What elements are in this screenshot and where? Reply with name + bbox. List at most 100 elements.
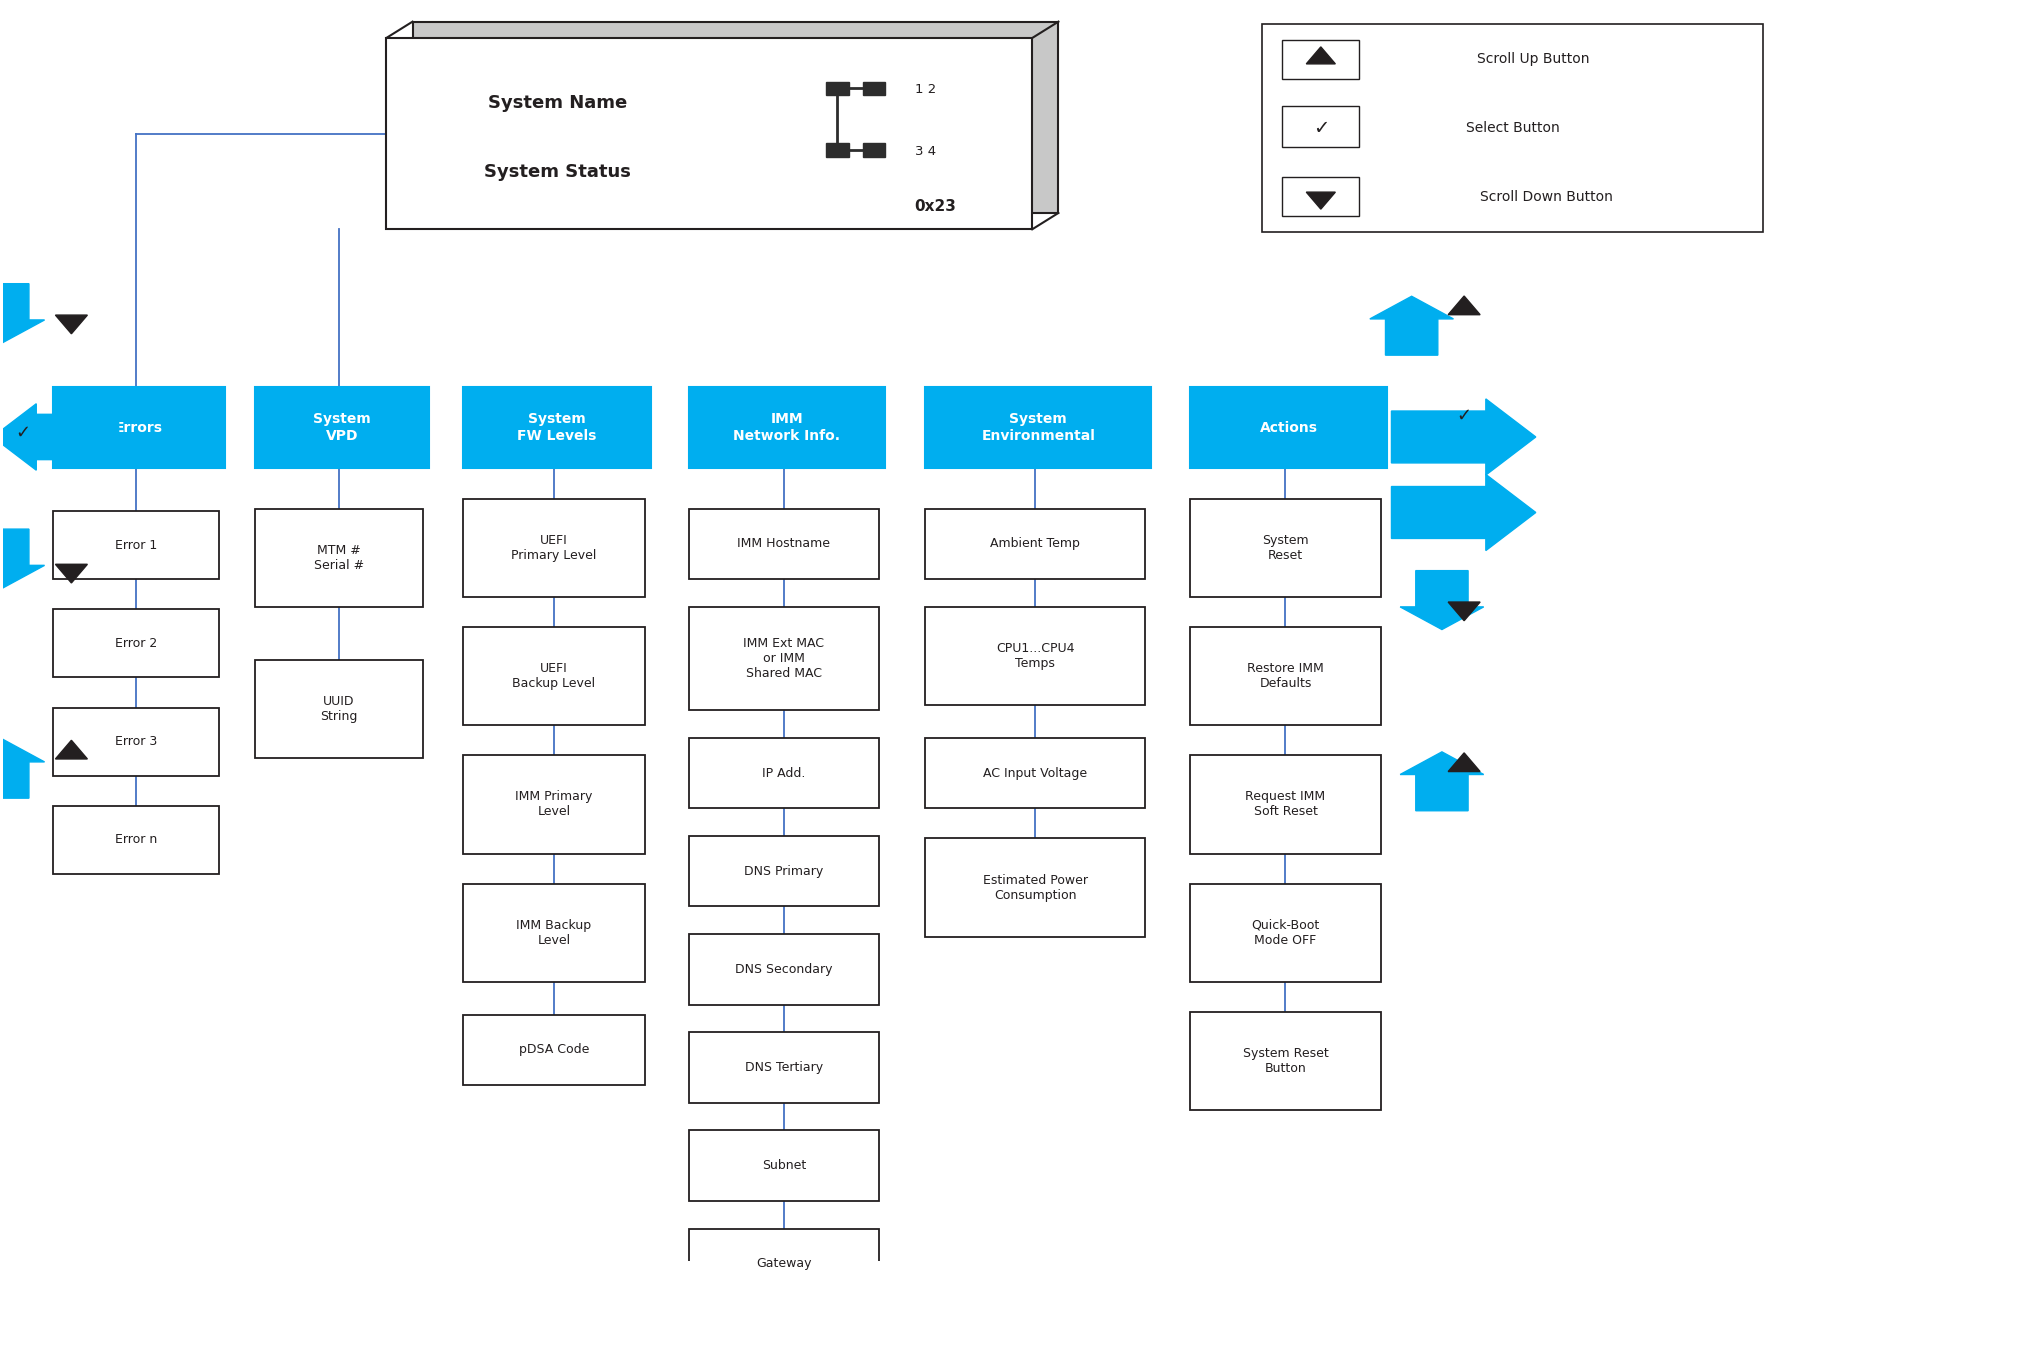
FancyBboxPatch shape xyxy=(688,1228,878,1298)
Polygon shape xyxy=(55,315,87,334)
FancyBboxPatch shape xyxy=(688,509,878,580)
FancyBboxPatch shape xyxy=(413,22,1058,213)
FancyArrow shape xyxy=(0,739,45,798)
FancyBboxPatch shape xyxy=(688,1032,878,1102)
Text: pDSA Code: pDSA Code xyxy=(518,1044,589,1056)
FancyArrow shape xyxy=(1400,751,1483,811)
FancyBboxPatch shape xyxy=(463,627,643,726)
FancyBboxPatch shape xyxy=(688,1131,878,1201)
Text: Actions: Actions xyxy=(1258,421,1317,435)
Text: IP Add.: IP Add. xyxy=(763,766,805,780)
Text: IMM Backup
Level: IMM Backup Level xyxy=(516,919,591,946)
Polygon shape xyxy=(825,81,848,95)
Polygon shape xyxy=(825,142,848,157)
FancyBboxPatch shape xyxy=(925,607,1145,705)
Polygon shape xyxy=(862,142,884,157)
Text: UUID
String: UUID String xyxy=(320,695,358,723)
Text: Gateway: Gateway xyxy=(757,1258,811,1270)
FancyBboxPatch shape xyxy=(1190,756,1380,853)
Polygon shape xyxy=(1305,192,1335,209)
FancyBboxPatch shape xyxy=(53,806,218,873)
FancyBboxPatch shape xyxy=(255,509,423,607)
Text: Scroll Down Button: Scroll Down Button xyxy=(1479,190,1612,203)
Text: ✓: ✓ xyxy=(16,424,30,443)
FancyArrow shape xyxy=(1400,570,1483,630)
Text: UEFI
Backup Level: UEFI Backup Level xyxy=(512,662,595,691)
FancyBboxPatch shape xyxy=(255,387,429,468)
Text: DNS Primary: DNS Primary xyxy=(744,865,823,877)
Text: IMM Ext MAC
or IMM
Shared MAC: IMM Ext MAC or IMM Shared MAC xyxy=(742,636,823,680)
FancyBboxPatch shape xyxy=(1283,41,1359,79)
FancyBboxPatch shape xyxy=(1190,498,1380,597)
FancyBboxPatch shape xyxy=(688,835,878,906)
FancyBboxPatch shape xyxy=(925,838,1145,937)
FancyBboxPatch shape xyxy=(1283,107,1359,148)
Text: AC Input Voltage: AC Input Voltage xyxy=(983,766,1086,780)
FancyBboxPatch shape xyxy=(1190,387,1386,468)
Polygon shape xyxy=(862,81,884,95)
FancyBboxPatch shape xyxy=(688,934,878,1005)
FancyBboxPatch shape xyxy=(463,498,643,597)
Text: IMM Primary
Level: IMM Primary Level xyxy=(516,791,593,818)
Text: 0x23: 0x23 xyxy=(914,199,955,214)
FancyBboxPatch shape xyxy=(1190,627,1380,726)
FancyBboxPatch shape xyxy=(386,38,1032,229)
Text: Subnet: Subnet xyxy=(761,1159,805,1173)
Polygon shape xyxy=(1446,603,1479,620)
FancyBboxPatch shape xyxy=(463,884,643,982)
FancyArrow shape xyxy=(1370,297,1453,355)
FancyArrow shape xyxy=(1390,399,1535,475)
FancyBboxPatch shape xyxy=(463,387,649,468)
FancyBboxPatch shape xyxy=(688,1327,878,1354)
Text: MTM #
Serial #: MTM # Serial # xyxy=(314,544,364,571)
Text: System
Reset: System Reset xyxy=(1262,533,1309,562)
Text: Request IMM
Soft Reset: Request IMM Soft Reset xyxy=(1244,791,1325,818)
Text: Error 3: Error 3 xyxy=(115,735,158,747)
FancyArrow shape xyxy=(1390,474,1535,551)
Text: Quick-Boot
Mode OFF: Quick-Boot Mode OFF xyxy=(1250,919,1319,946)
Text: Restore IMM
Defaults: Restore IMM Defaults xyxy=(1246,662,1323,691)
Text: System
Environmental: System Environmental xyxy=(981,413,1094,443)
FancyBboxPatch shape xyxy=(1190,1013,1380,1110)
FancyBboxPatch shape xyxy=(1262,24,1762,232)
FancyBboxPatch shape xyxy=(463,1014,643,1085)
Text: System
FW Levels: System FW Levels xyxy=(518,413,597,443)
Polygon shape xyxy=(55,741,87,760)
FancyArrow shape xyxy=(0,403,119,470)
FancyBboxPatch shape xyxy=(53,387,225,468)
Text: 1 2: 1 2 xyxy=(914,84,935,96)
FancyBboxPatch shape xyxy=(688,738,878,808)
FancyBboxPatch shape xyxy=(53,708,218,776)
Text: System
VPD: System VPD xyxy=(314,413,370,443)
FancyBboxPatch shape xyxy=(53,609,218,677)
Text: ✓: ✓ xyxy=(1457,406,1471,425)
Text: Error n: Error n xyxy=(115,833,158,846)
FancyBboxPatch shape xyxy=(1283,177,1359,215)
FancyBboxPatch shape xyxy=(255,659,423,758)
Text: IMM
Network Info.: IMM Network Info. xyxy=(732,413,840,443)
Text: System Reset
Button: System Reset Button xyxy=(1242,1047,1327,1075)
Polygon shape xyxy=(1305,47,1335,64)
FancyBboxPatch shape xyxy=(1190,884,1380,982)
Polygon shape xyxy=(1446,753,1479,772)
Polygon shape xyxy=(1446,297,1479,314)
Text: UEFI
Primary Level: UEFI Primary Level xyxy=(512,533,597,562)
FancyBboxPatch shape xyxy=(53,512,218,580)
FancyBboxPatch shape xyxy=(688,387,884,468)
Text: 3 4: 3 4 xyxy=(914,145,935,157)
FancyBboxPatch shape xyxy=(688,607,878,709)
FancyBboxPatch shape xyxy=(925,738,1145,808)
Text: DNS Tertiary: DNS Tertiary xyxy=(744,1062,823,1074)
Text: System Status: System Status xyxy=(483,162,631,181)
Text: Ambient Temp: Ambient Temp xyxy=(989,538,1080,551)
Text: Errors: Errors xyxy=(115,421,164,435)
FancyArrow shape xyxy=(0,529,45,588)
Text: Error 1: Error 1 xyxy=(115,539,158,551)
Text: CPU1...CPU4
Temps: CPU1...CPU4 Temps xyxy=(995,642,1074,670)
FancyArrow shape xyxy=(0,284,45,343)
Text: IMM Hostname: IMM Hostname xyxy=(736,538,829,551)
FancyBboxPatch shape xyxy=(925,387,1151,468)
Text: DNS Secondary: DNS Secondary xyxy=(734,963,831,976)
FancyBboxPatch shape xyxy=(925,509,1145,580)
FancyBboxPatch shape xyxy=(463,756,643,853)
